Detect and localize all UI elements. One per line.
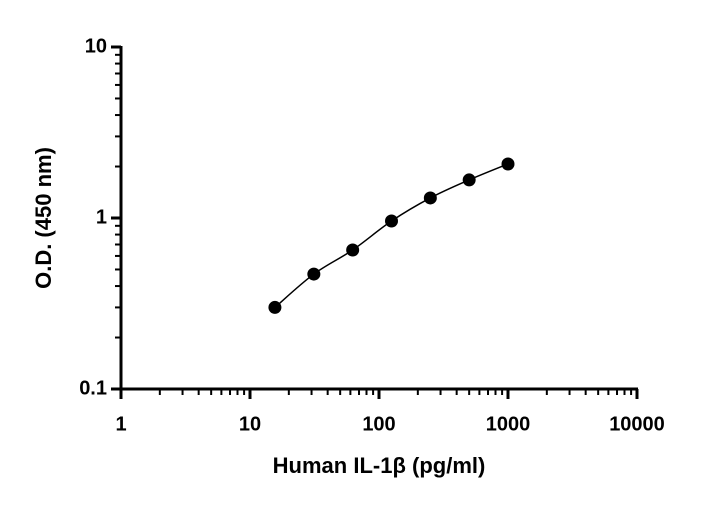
y-tick-label: 10 [85,35,107,57]
data-point [346,243,360,257]
data-point [462,173,476,187]
data-point [268,300,282,314]
y-tick-label: 0.1 [79,377,107,399]
x-tick-label: 10 [239,413,261,435]
x-axis-label: Human IL-1β (pg/ml) [273,453,486,478]
x-tick-label: 1000 [486,413,531,435]
x-tick-label: 10000 [609,413,665,435]
data-point [385,214,399,228]
data-point [307,267,321,281]
y-axis-label: O.D. (450 nm) [31,147,56,289]
y-tick-label: 1 [96,206,107,228]
x-tick-label: 1 [115,413,126,435]
fit-curve [274,163,509,308]
x-tick-label: 100 [362,413,395,435]
data-point [501,157,515,171]
data-point [423,191,437,205]
